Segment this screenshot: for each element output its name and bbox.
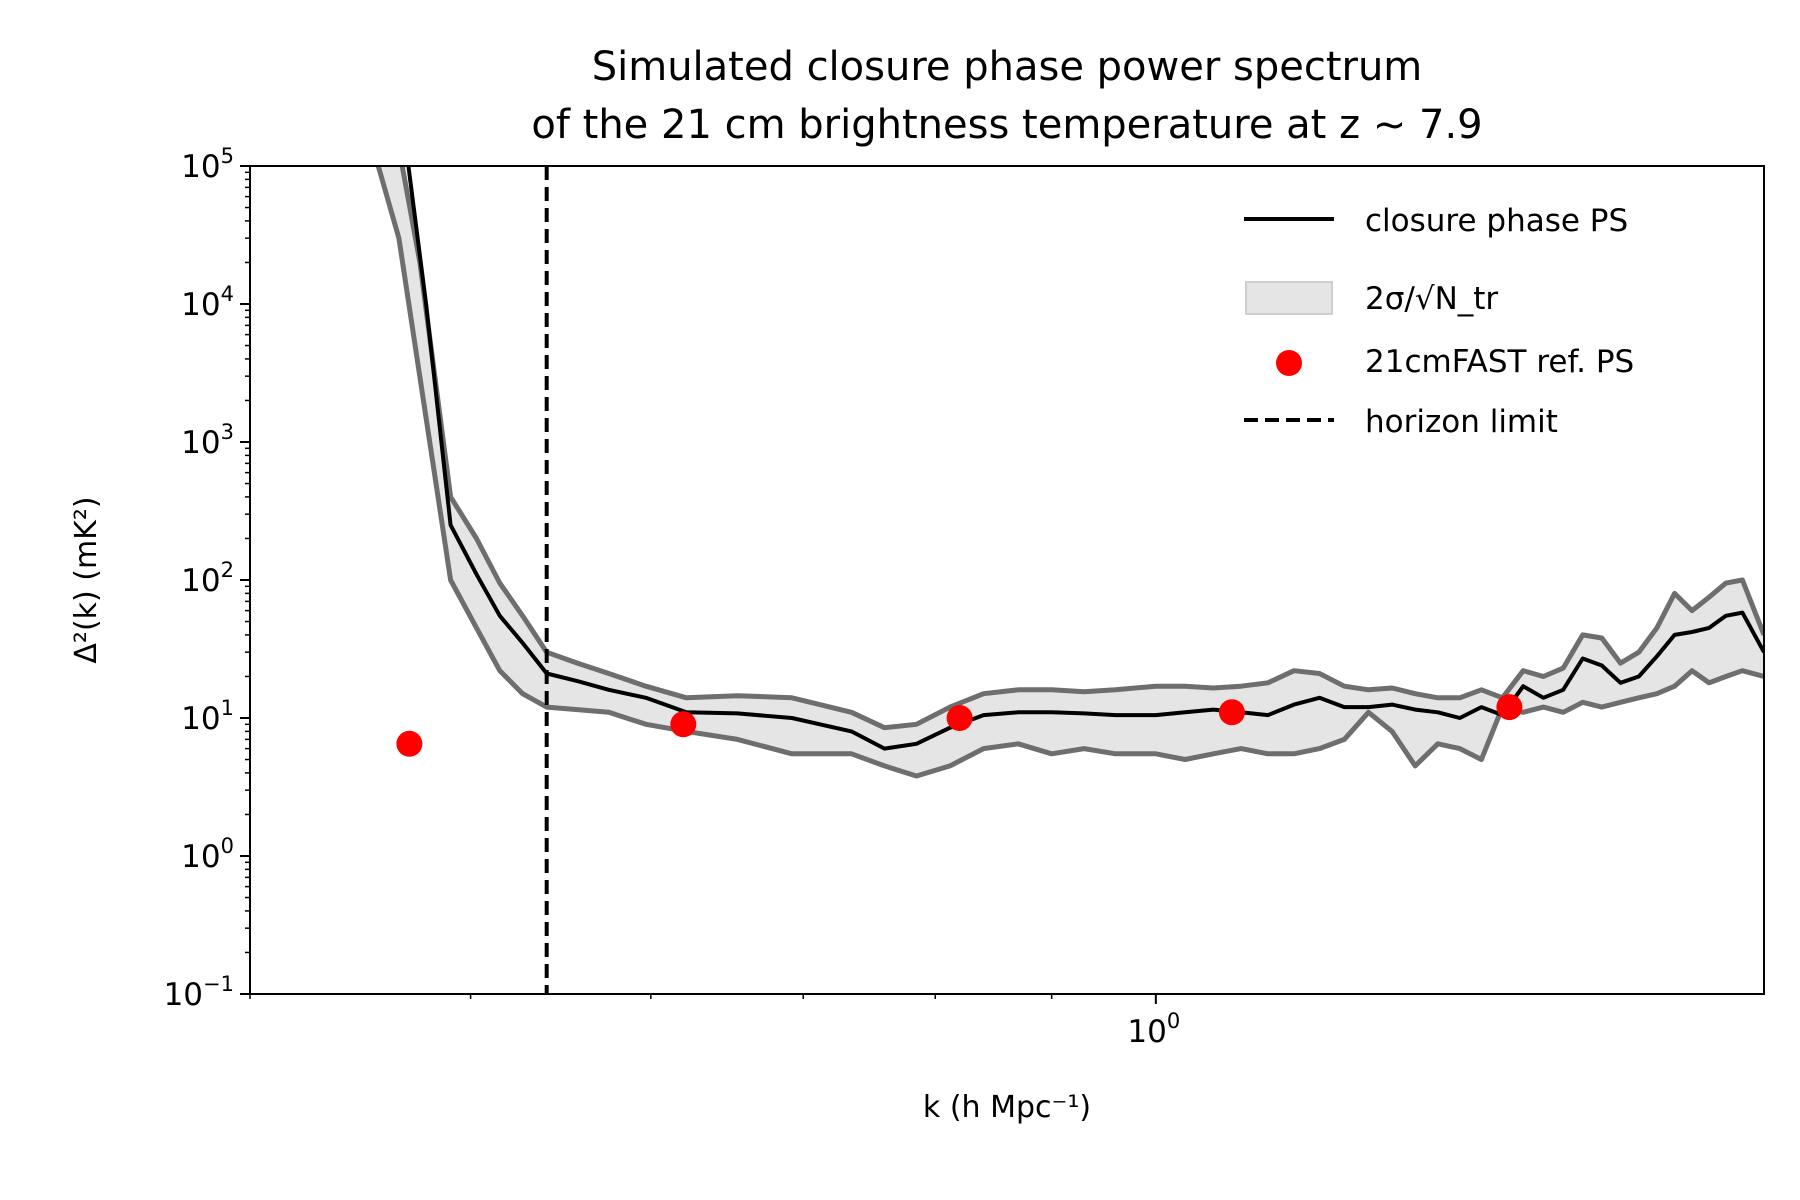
reference-point bbox=[1218, 699, 1245, 726]
plot-frame bbox=[249, 165, 1765, 995]
chart-title: Simulated closure phase power spectrum o… bbox=[531, 44, 1482, 148]
uncertainty-band-lower-edge bbox=[375, 166, 1764, 779]
reference-point bbox=[670, 711, 697, 738]
legend-label-horizon: horizon limit bbox=[1365, 404, 1558, 440]
uncertainty-band-upper-edge bbox=[399, 166, 1764, 731]
reference-point bbox=[396, 730, 423, 757]
y-axis-label: Δ²(k) (mK²) bbox=[69, 496, 104, 663]
title-line-2: of the 21 cm brightness temperature at z… bbox=[531, 102, 1482, 148]
axis-ticks bbox=[240, 165, 1157, 1004]
plot-area bbox=[240, 165, 1798, 1004]
y-tick-label: 101 bbox=[181, 696, 234, 737]
y-tick-label: 10−1 bbox=[164, 972, 234, 1013]
y-tick-labels: 10−1 100 101 102 103 104 105 bbox=[164, 144, 234, 1013]
reference-points bbox=[396, 681, 1798, 757]
legend-label-line: closure phase PS bbox=[1365, 203, 1628, 239]
legend-label-band: 2σ/√N_tr bbox=[1365, 281, 1498, 317]
y-tick-label: 104 bbox=[181, 282, 234, 323]
reference-point bbox=[1772, 681, 1798, 707]
x-axis-label: k (h Mpc⁻¹) bbox=[923, 1090, 1091, 1125]
legend-point-swatch bbox=[1276, 350, 1302, 376]
reference-point bbox=[946, 705, 973, 731]
reference-point bbox=[1496, 694, 1523, 721]
legend-band-swatch bbox=[1245, 281, 1333, 315]
y-tick-label: 102 bbox=[181, 558, 234, 599]
legend: closure phase PS 2σ/√N_tr 21cmFAST ref. … bbox=[1244, 203, 1634, 440]
legend-label-points: 21cmFAST ref. PS bbox=[1365, 344, 1634, 380]
y-tick-label: 105 bbox=[181, 144, 234, 185]
y-tick-label: 100 bbox=[181, 834, 234, 875]
y-tick-label: 103 bbox=[181, 420, 234, 461]
x-tick-labels: 100 bbox=[1127, 1009, 1180, 1050]
x-tick-label: 100 bbox=[1127, 1009, 1180, 1050]
title-line-1: Simulated closure phase power spectrum bbox=[592, 44, 1423, 90]
